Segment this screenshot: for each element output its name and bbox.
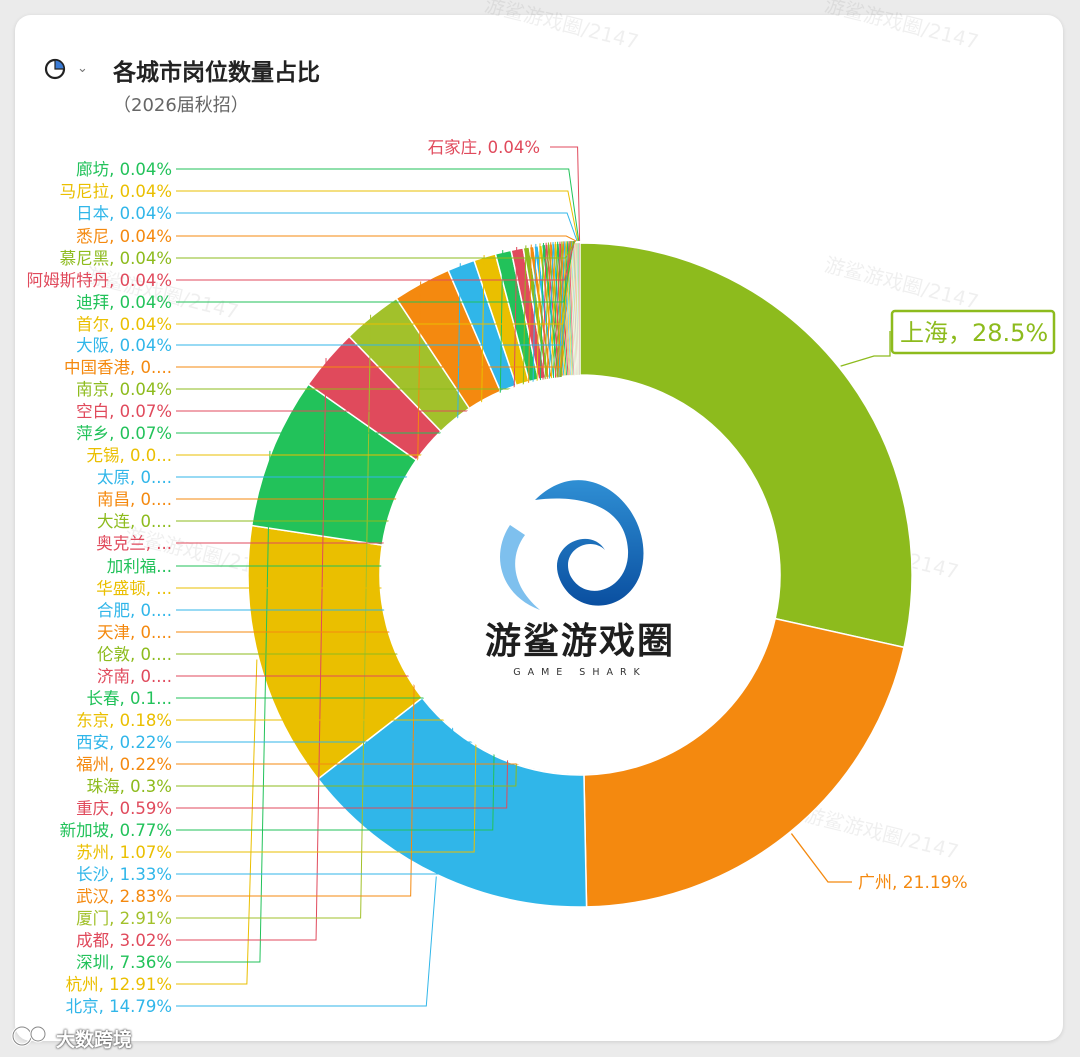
center-logo: 游鲨游戏圈 GAME SHARK	[485, 480, 675, 678]
leader-line	[176, 240, 576, 281]
leader-line	[176, 168, 580, 242]
pie-chart-icon[interactable]	[43, 57, 67, 81]
data-label-杭州: 杭州, 12.91%	[66, 975, 172, 994]
data-label-加利福: 加利福...	[107, 557, 172, 576]
logo-tagline: GAME SHARK	[513, 667, 647, 678]
shark-tail-icon	[500, 525, 540, 610]
leader-line	[176, 240, 575, 303]
data-label-太原: 太原, 0....	[97, 468, 172, 487]
shark-logo-icon	[535, 480, 644, 606]
source-footer: 大数跨境	[10, 1022, 170, 1052]
data-label-上海: 上海，28.5%	[900, 319, 1048, 347]
data-label-长春: 长春, 0.1...	[87, 689, 172, 708]
data-label-厦门: 厦门, 2.91%	[76, 909, 172, 928]
data-label-伦敦: 伦敦, 0....	[97, 645, 172, 664]
data-label-迪拜: 迪拜, 0.04%	[76, 293, 172, 312]
leader-line	[176, 876, 437, 1007]
leader-line	[790, 833, 852, 883]
data-label-空白: 空白, 0.07%	[76, 402, 172, 421]
source-logo-icon	[11, 1025, 47, 1047]
chevron-down-icon[interactable]: ⌄	[77, 61, 88, 76]
data-label-南昌: 南昌, 0....	[97, 490, 172, 509]
data-label-廊坊: 廊坊, 0.04%	[76, 160, 172, 179]
watermark-text: 游鲨游戏圈/2147	[482, 0, 641, 54]
slice-广州	[583, 617, 905, 908]
data-label-阿姆斯特丹: 阿姆斯特丹, 0.04%	[27, 271, 172, 290]
leader-line	[176, 190, 579, 242]
data-label-重庆: 重庆, 0.59%	[76, 799, 172, 818]
data-label-奥克兰: 奥克兰, ...	[96, 534, 172, 553]
data-label-天津: 天津, 0....	[97, 623, 172, 642]
leader-line	[840, 331, 891, 367]
data-label-石家庄: 石家庄, 0.04%	[428, 138, 540, 157]
leader-line	[176, 235, 577, 242]
data-label-东京: 东京, 0.18%	[76, 711, 172, 730]
data-label-长沙: 长沙, 1.33%	[76, 865, 172, 884]
data-label-深圳: 深圳, 7.36%	[76, 953, 172, 972]
data-label-北京: 北京, 14.79%	[66, 997, 172, 1016]
data-label-新加坡: 新加坡, 0.77%	[60, 821, 172, 840]
data-label-成都: 成都, 3.02%	[76, 931, 172, 950]
data-label-萍乡: 萍乡, 0.07%	[76, 424, 172, 443]
slice-上海	[579, 242, 913, 649]
data-label-慕尼黑: 慕尼黑, 0.04%	[60, 249, 172, 268]
data-label-南京: 南京, 0.04%	[76, 380, 172, 399]
data-label-马尼拉: 马尼拉, 0.04%	[60, 182, 172, 201]
data-label-无锡: 无锡, 0.0...	[87, 446, 172, 465]
slice-石家庄	[578, 242, 581, 376]
watermark-text: 游鲨游戏圈/2147	[802, 802, 961, 863]
logo-name: 游鲨游戏圈	[485, 621, 675, 662]
data-label-日本: 日本, 0.04%	[76, 204, 172, 223]
data-label-济南: 济南, 0....	[97, 667, 172, 686]
source-label: 大数跨境	[56, 1029, 133, 1051]
slice-北京	[316, 696, 588, 908]
data-label-中国香港: 中国香港, 0....	[64, 358, 172, 377]
donut-hole	[381, 376, 779, 774]
data-label-广州: 广州, 21.19%	[858, 873, 968, 893]
leader-line	[176, 450, 271, 963]
data-label-华盛顿: 华盛顿, ...	[96, 579, 172, 598]
data-label-合肥: 合肥, 0....	[97, 601, 172, 620]
watermark-text: 游鲨游戏圈/2147	[822, 0, 981, 54]
data-label-珠海: 珠海, 0.3%	[87, 777, 172, 796]
leader-line	[550, 146, 581, 242]
data-label-苏州: 苏州, 1.07%	[76, 843, 172, 862]
data-label-大连: 大连, 0....	[97, 512, 172, 531]
leader-line	[176, 212, 578, 242]
leader-line	[176, 314, 372, 919]
chart-title: 各城市岗位数量占比	[113, 60, 320, 86]
data-label-首尔: 首尔, 0.04%	[76, 315, 172, 334]
data-label-武汉: 武汉, 2.83%	[76, 887, 172, 906]
data-label-西安: 西安, 0.22%	[76, 733, 172, 752]
data-label-福州: 福州, 0.22%	[76, 755, 172, 774]
data-label-大阪: 大阪, 0.04%	[76, 336, 172, 355]
leader-line	[176, 240, 576, 259]
leader-line	[176, 659, 258, 985]
watermark-text: 游鲨游戏圈/2147	[822, 252, 981, 313]
leader-line	[176, 358, 327, 941]
data-label-悉尼: 悉尼, 0.04%	[76, 227, 172, 246]
chart-subtitle: （2026届秋招）	[113, 95, 249, 116]
highlight-label-box	[890, 309, 1056, 355]
